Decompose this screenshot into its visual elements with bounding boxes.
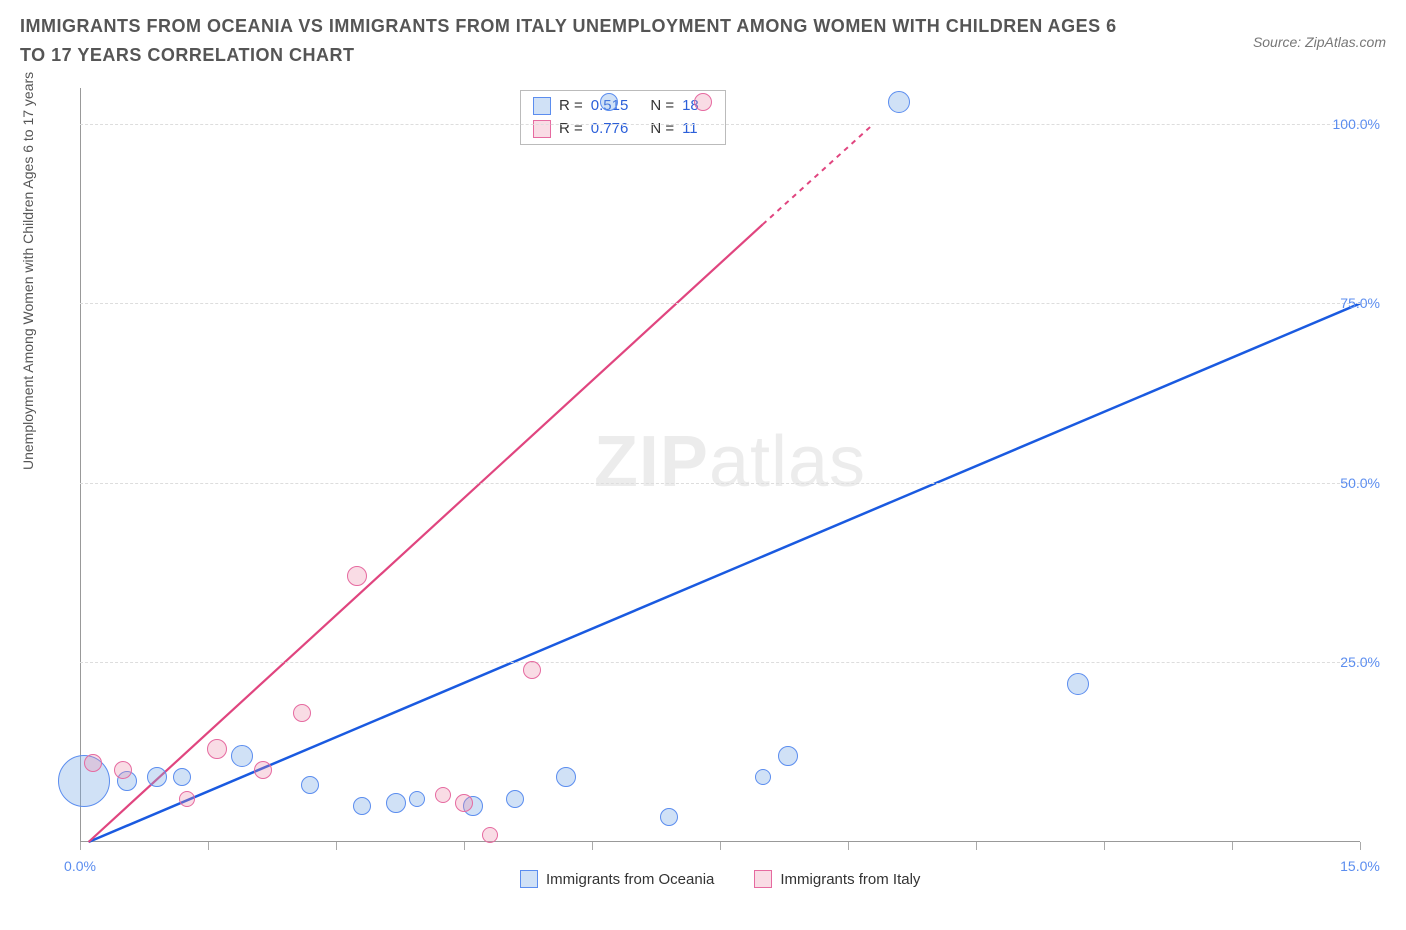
data-point: [523, 661, 541, 679]
legend-r-label: R =: [559, 118, 583, 141]
data-point: [778, 746, 798, 766]
legend-swatch: [520, 870, 538, 888]
legend-r-label: R =: [559, 95, 583, 118]
x-tick: [1360, 842, 1361, 850]
y-tick-label: 50.0%: [1340, 475, 1380, 491]
watermark-bold: ZIP: [594, 422, 709, 502]
legend-correlation-row: R = 0.776 N = 11: [533, 118, 713, 141]
legend-swatch: [533, 97, 551, 115]
y-tick-label: 100.0%: [1333, 116, 1380, 132]
y-tick-label: 25.0%: [1340, 654, 1380, 670]
data-point: [301, 776, 319, 794]
data-point: [173, 768, 191, 786]
y-axis-label: Unemployment Among Women with Children A…: [20, 72, 36, 470]
legend-n-label: N =: [650, 95, 674, 118]
data-point: [694, 93, 712, 111]
x-tick: [1232, 842, 1233, 850]
data-point: [147, 767, 167, 787]
chart-title: IMMIGRANTS FROM OCEANIA VS IMMIGRANTS FR…: [20, 12, 1120, 70]
gridline-h: [80, 483, 1370, 484]
x-tick-label: 0.0%: [64, 858, 96, 874]
x-tick: [720, 842, 721, 850]
chart-header: IMMIGRANTS FROM OCEANIA VS IMMIGRANTS FR…: [0, 0, 1406, 70]
data-point: [347, 566, 367, 586]
data-point: [386, 793, 406, 813]
x-tick-label: 15.0%: [1340, 858, 1380, 874]
data-point: [179, 791, 195, 807]
data-point: [455, 794, 473, 812]
watermark-thin: atlas: [709, 422, 866, 502]
data-point: [353, 797, 371, 815]
data-point: [254, 761, 272, 779]
data-point: [660, 808, 678, 826]
gridline-h: [80, 662, 1370, 663]
data-point: [506, 790, 524, 808]
data-point: [888, 91, 910, 113]
x-tick: [80, 842, 81, 850]
plot-region: ZIPatlas R =0.515N =18R = 0.776 N = 11 25.0…: [80, 88, 1380, 868]
legend-swatch: [533, 120, 551, 138]
x-tick: [976, 842, 977, 850]
legend-series-label: Immigrants from Oceania: [546, 871, 714, 888]
legend-n-value: 11: [682, 118, 698, 141]
legend-r-value: 0.776: [591, 118, 629, 141]
x-tick: [1104, 842, 1105, 850]
data-point: [293, 704, 311, 722]
trendlines-svg: [80, 88, 1380, 868]
legend-series-item: Immigrants from Italy: [754, 870, 920, 888]
legend-swatch: [754, 870, 772, 888]
x-tick: [592, 842, 593, 850]
gridline-h: [80, 303, 1370, 304]
x-tick: [208, 842, 209, 850]
watermark: ZIPatlas: [594, 421, 866, 503]
legend-series-item: Immigrants from Oceania: [520, 870, 714, 888]
x-tick: [464, 842, 465, 850]
legend-series: Immigrants from Oceania Immigrants from I…: [520, 870, 920, 888]
chart-area: ZIPatlas R =0.515N =18R = 0.776 N = 11 25.0…: [80, 88, 1380, 888]
gridline-h: [80, 124, 1370, 125]
y-tick-label: 75.0%: [1340, 295, 1380, 311]
legend-n-label: N =: [650, 118, 674, 141]
legend-correlation-row: R =0.515N =18: [533, 95, 713, 118]
data-point: [84, 754, 102, 772]
x-tick: [336, 842, 337, 850]
data-point: [435, 787, 451, 803]
data-point: [231, 745, 253, 767]
y-axis-line: [80, 88, 81, 842]
data-point: [409, 791, 425, 807]
data-point: [482, 827, 498, 843]
x-tick: [848, 842, 849, 850]
legend-series-label: Immigrants from Italy: [780, 871, 920, 888]
data-point: [556, 767, 576, 787]
data-point: [114, 761, 132, 779]
source-label: Source: ZipAtlas.com: [1253, 34, 1386, 50]
data-point: [207, 739, 227, 759]
data-point: [600, 93, 618, 111]
data-point: [755, 769, 771, 785]
data-point: [1067, 673, 1089, 695]
